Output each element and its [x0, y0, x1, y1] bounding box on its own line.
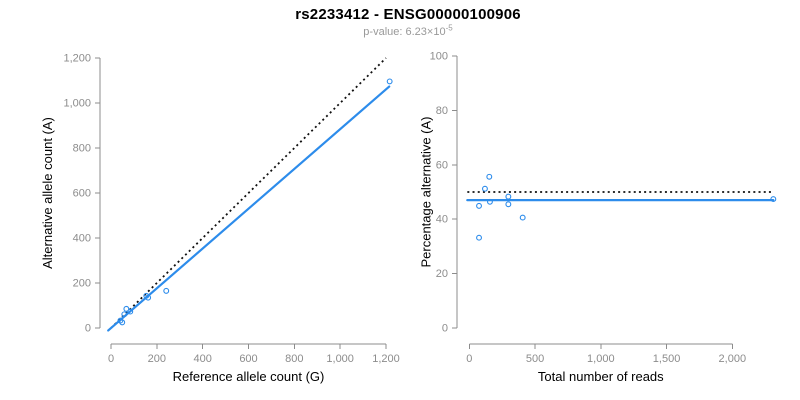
y-axis-title: Alternative allele count (A) — [40, 117, 55, 269]
y-tick-label: 60 — [436, 159, 448, 171]
x-tick-label: 0 — [108, 353, 114, 365]
data-point — [519, 214, 526, 221]
y-tick-label: 100 — [430, 51, 448, 63]
data-point — [481, 185, 488, 192]
data-point — [505, 201, 512, 208]
y-tick-label: 20 — [436, 268, 448, 280]
x-tick-label: 1,000 — [587, 353, 615, 365]
identity-line — [110, 57, 387, 329]
data-point — [127, 308, 134, 315]
data-point — [145, 294, 152, 301]
x-tick-label: 200 — [148, 353, 166, 365]
data-point — [505, 193, 512, 200]
x-tick-label: 500 — [526, 353, 544, 365]
data-point — [123, 305, 130, 312]
data-points — [117, 78, 393, 326]
y-axis: 0 200 400 600 800 1,000 1,200 — [63, 53, 101, 335]
x-axis: 0 500 1,000 1,500 2,000 — [466, 343, 747, 365]
x-axis: 0 200 400 600 800 1,000 1,200 — [108, 343, 400, 365]
data-point — [121, 311, 128, 318]
y-tick-label: 40 — [436, 214, 448, 226]
data-point — [486, 198, 493, 205]
allele-count-scatter: 0 200 400 600 800 1,000 1,200 0 200 400 600 800 1,00… — [40, 53, 400, 385]
x-tick-label: 0 — [466, 353, 472, 365]
data-point — [770, 196, 777, 203]
x-tick-label: 400 — [193, 353, 211, 365]
x-tick-label: 1,500 — [653, 353, 681, 365]
percentage-alternative-scatter: 0 20 40 60 80 100 0 500 1,000 1,500 2,000 Total num… — [419, 51, 777, 384]
y-tick-label: 200 — [73, 278, 91, 290]
y-axis-title: Percentage alternative (A) — [419, 116, 434, 267]
data-point — [476, 234, 482, 241]
data-point — [476, 202, 482, 209]
y-axis: 0 20 40 60 80 100 — [430, 51, 458, 335]
x-tick-label: 2,000 — [719, 353, 747, 365]
y-tick-label: 1,200 — [63, 53, 91, 65]
data-point — [163, 287, 170, 294]
x-tick-label: 1,000 — [326, 353, 354, 365]
y-tick-label: 0 — [442, 323, 448, 335]
data-point — [119, 319, 126, 326]
x-tick-label: 600 — [239, 353, 257, 365]
y-tick-label: 0 — [85, 323, 91, 335]
y-tick-label: 80 — [436, 105, 448, 117]
y-tick-label: 400 — [73, 233, 91, 245]
y-tick-label: 600 — [73, 188, 91, 200]
y-tick-label: 800 — [73, 143, 91, 155]
y-tick-label: 1,000 — [63, 98, 91, 110]
fit-line — [107, 85, 391, 332]
x-tick-label: 800 — [285, 353, 303, 365]
x-axis-title: Reference allele count (G) — [173, 369, 325, 384]
x-axis-title: Total number of reads — [538, 369, 664, 384]
x-tick-label: 1,200 — [372, 353, 400, 365]
data-point — [386, 78, 393, 85]
data-point — [486, 173, 493, 180]
data-points — [476, 173, 777, 241]
